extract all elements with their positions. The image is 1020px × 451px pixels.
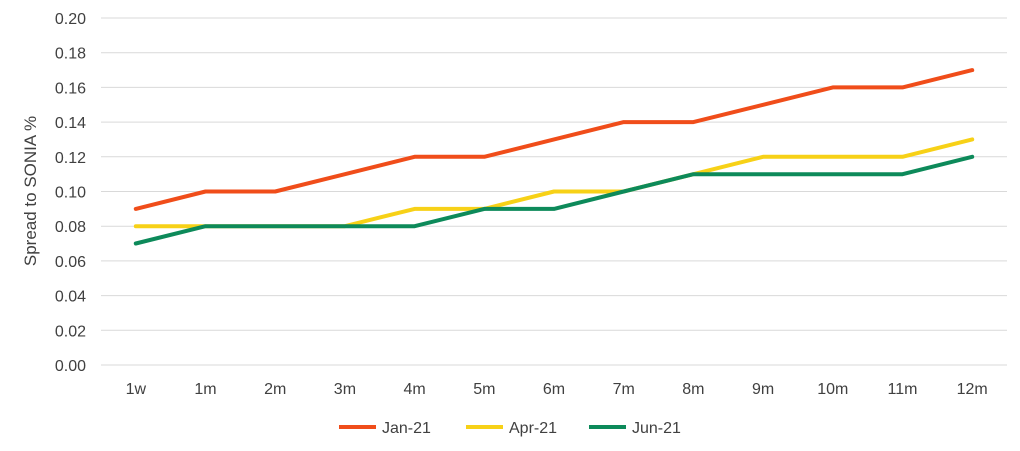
- y-tick-label: 0.06: [55, 254, 86, 271]
- series-line-apr-21: [133, 137, 975, 229]
- y-tick-label: 0.08: [55, 219, 86, 236]
- x-axis-ticks: 1w 1m 2m 3m 4m 5m 6m 7m 8m 9m 10m 11m 12m: [126, 381, 988, 398]
- y-tick-label: 0.04: [55, 289, 86, 306]
- x-tick-label: 6m: [543, 381, 565, 398]
- series-line-jun-21: [133, 154, 975, 246]
- y-axis-ticks: 0.00 0.02 0.04 0.06 0.08 0.10 0.12 0.14 0.16 0.18…: [55, 11, 86, 375]
- x-tick-label: 9m: [752, 381, 774, 398]
- legend-label: Jun-21: [632, 420, 681, 437]
- x-tick-label: 1m: [194, 381, 216, 398]
- legend: Jan-21 Apr-21 Jun-21: [339, 420, 681, 437]
- y-tick-label: 0.00: [55, 358, 86, 375]
- x-tick-label: 12m: [957, 381, 988, 398]
- x-tick-label: 10m: [817, 381, 848, 398]
- x-tick-label: 3m: [334, 381, 356, 398]
- legend-label: Jan-21: [382, 420, 431, 437]
- x-tick-label: 2m: [264, 381, 286, 398]
- y-tick-label: 0.10: [55, 185, 86, 202]
- x-tick-label: 4m: [403, 381, 425, 398]
- y-tick-label: 0.16: [55, 80, 86, 97]
- x-tick-label: 11m: [887, 381, 917, 398]
- series-line-jan-21: [133, 68, 975, 211]
- x-tick-label: 7m: [613, 381, 635, 398]
- y-tick-label: 0.18: [55, 46, 86, 63]
- y-tick-label: 0.14: [55, 115, 86, 132]
- y-axis-label: Spread to SONIA %: [21, 116, 40, 266]
- y-tick-label: 0.20: [55, 11, 86, 28]
- legend-label: Apr-21: [509, 420, 557, 437]
- series-lines: [133, 68, 975, 246]
- x-tick-label: 5m: [473, 381, 495, 398]
- y-tick-label: 0.12: [55, 150, 86, 167]
- y-tick-label: 0.02: [55, 323, 86, 340]
- x-tick-label: 8m: [682, 381, 704, 398]
- x-tick-label: 1w: [126, 381, 147, 398]
